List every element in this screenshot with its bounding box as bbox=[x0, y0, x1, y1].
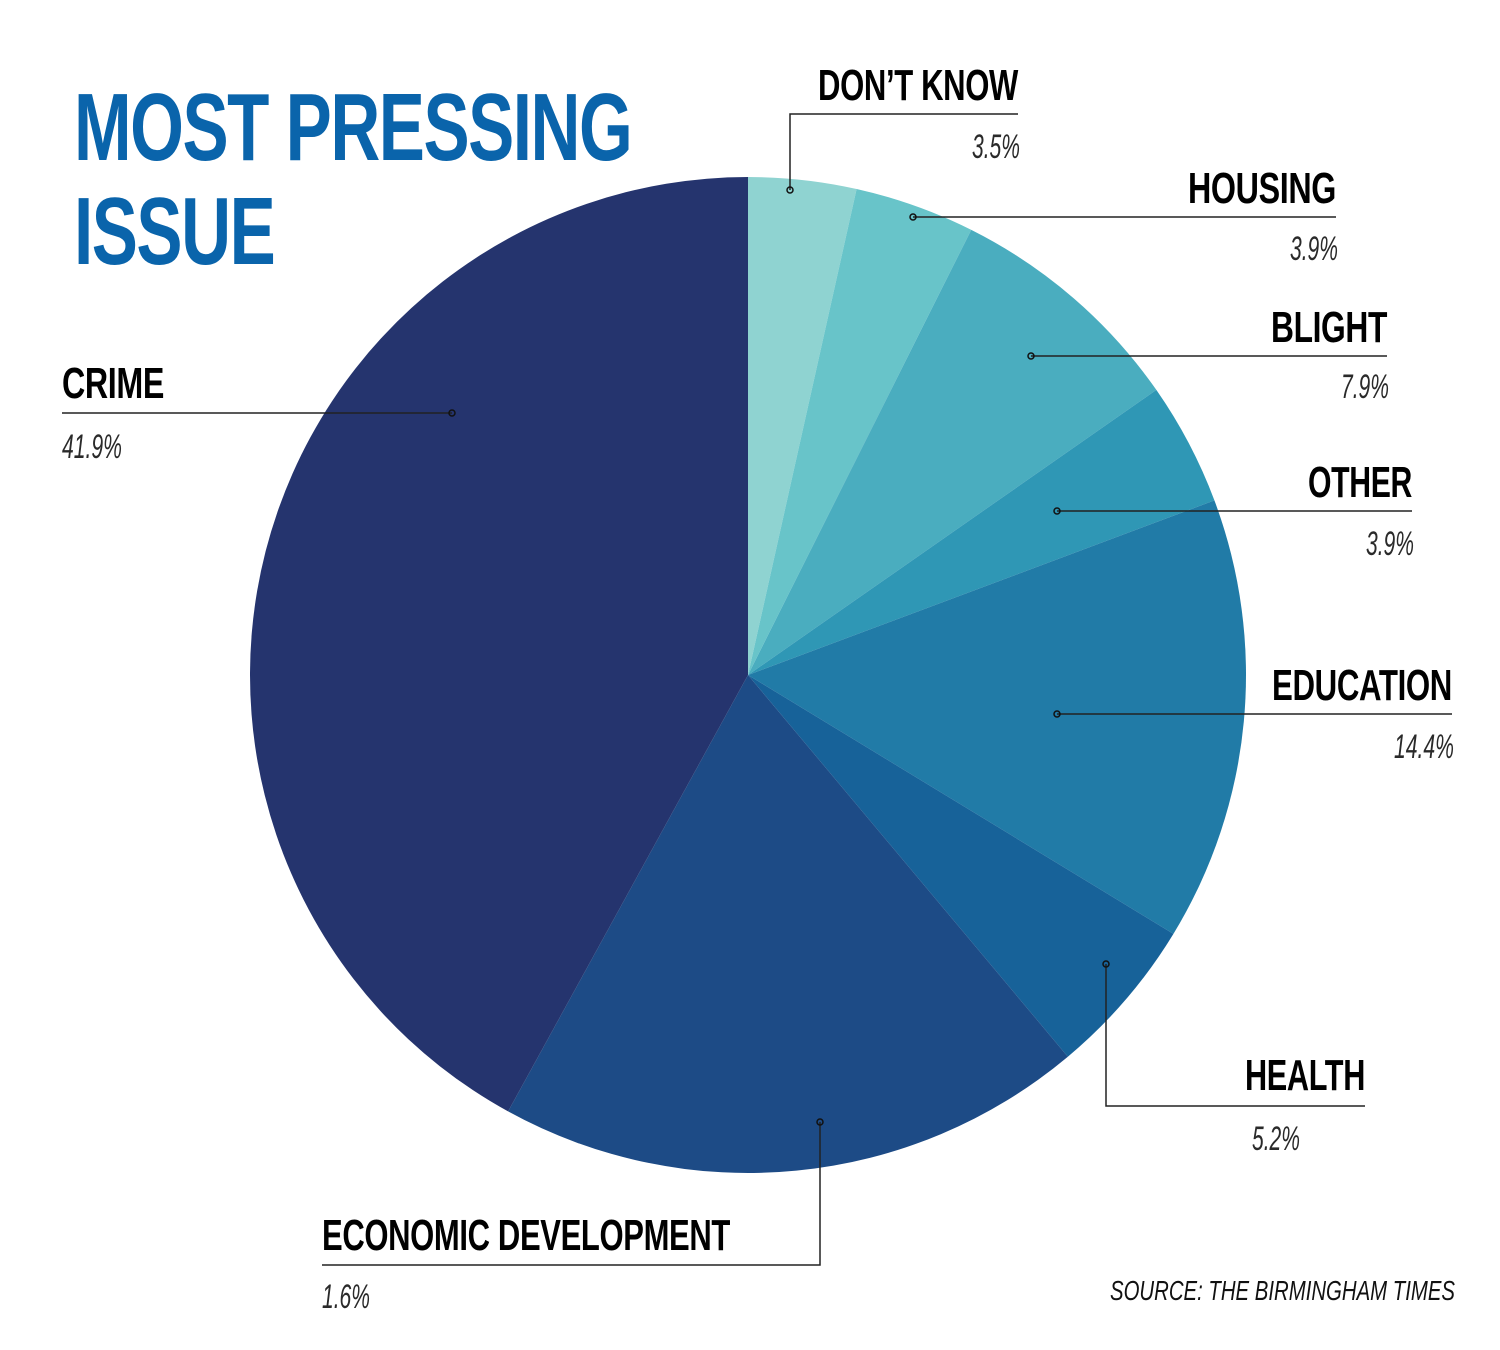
slice-label-crime: CRIME bbox=[62, 359, 164, 408]
leader-dot-health bbox=[1102, 960, 1110, 968]
leader-dot-blight bbox=[1027, 352, 1035, 360]
slice-label-health: HEALTH bbox=[1245, 1051, 1365, 1100]
leader-dot-other bbox=[1053, 507, 1061, 515]
slice-label-education: EDUCATION bbox=[1272, 661, 1452, 710]
slice-label-other: OTHER bbox=[1308, 458, 1412, 507]
leader-line-don-t-know bbox=[789, 113, 1018, 190]
leader-dot-housing bbox=[909, 213, 917, 221]
leader-dot-don-t-know bbox=[786, 186, 794, 194]
leader-line-health bbox=[1105, 964, 1365, 1107]
pie-slices bbox=[250, 177, 1246, 1173]
leader-lines bbox=[62, 113, 1452, 1266]
chart-title-line-1: MOST PRESSING bbox=[74, 74, 633, 181]
slice-value-crime: 41.9% bbox=[62, 428, 122, 466]
slice-labels: DON’T KNOW 3.5% HOUSING 3.9% BLIGHT 7.9% OTHER… bbox=[62, 61, 1454, 1316]
slice-value-other: 3.9% bbox=[1366, 525, 1414, 563]
leader-dot-crime bbox=[448, 409, 456, 417]
slice-value-blight: 7.9% bbox=[1341, 368, 1389, 406]
pie-slice-crime bbox=[250, 177, 748, 1112]
pie-slice-blight bbox=[748, 229, 1157, 675]
slice-value-housing: 3.9% bbox=[1290, 230, 1338, 268]
slice-label-housing: HOUSING bbox=[1188, 164, 1336, 213]
pie-slice-health bbox=[748, 675, 1174, 1057]
pie-slice-other bbox=[748, 389, 1215, 675]
slice-value-health: 5.2% bbox=[1252, 1120, 1300, 1158]
pie-slice-economic-development bbox=[508, 675, 1068, 1173]
slice-value-economic-development: 1.6% bbox=[322, 1278, 370, 1316]
leader-line-economic-development bbox=[322, 1122, 821, 1266]
slice-label-blight: BLIGHT bbox=[1271, 303, 1387, 352]
pie-slice-education bbox=[748, 500, 1246, 934]
leader-dot-education bbox=[1053, 710, 1061, 718]
chart-title: MOST PRESSING ISSUE bbox=[74, 74, 633, 285]
leader-dot-economic-development bbox=[816, 1118, 824, 1126]
source-note: SOURCE: THE BIRMINGHAM TIMES bbox=[1110, 1275, 1455, 1306]
chart-title-line-2: ISSUE bbox=[74, 178, 276, 285]
slice-label-economic-development: ECONOMIC DEVELOPMENT bbox=[322, 1211, 730, 1260]
slice-value-don-t-know: 3.5% bbox=[972, 128, 1020, 166]
slice-label-don-t-know: DON’T KNOW bbox=[818, 61, 1019, 110]
pie-slice-don-t-know bbox=[748, 177, 857, 675]
pie-slice-housing bbox=[748, 188, 972, 675]
slice-value-education: 14.4% bbox=[1394, 728, 1454, 766]
